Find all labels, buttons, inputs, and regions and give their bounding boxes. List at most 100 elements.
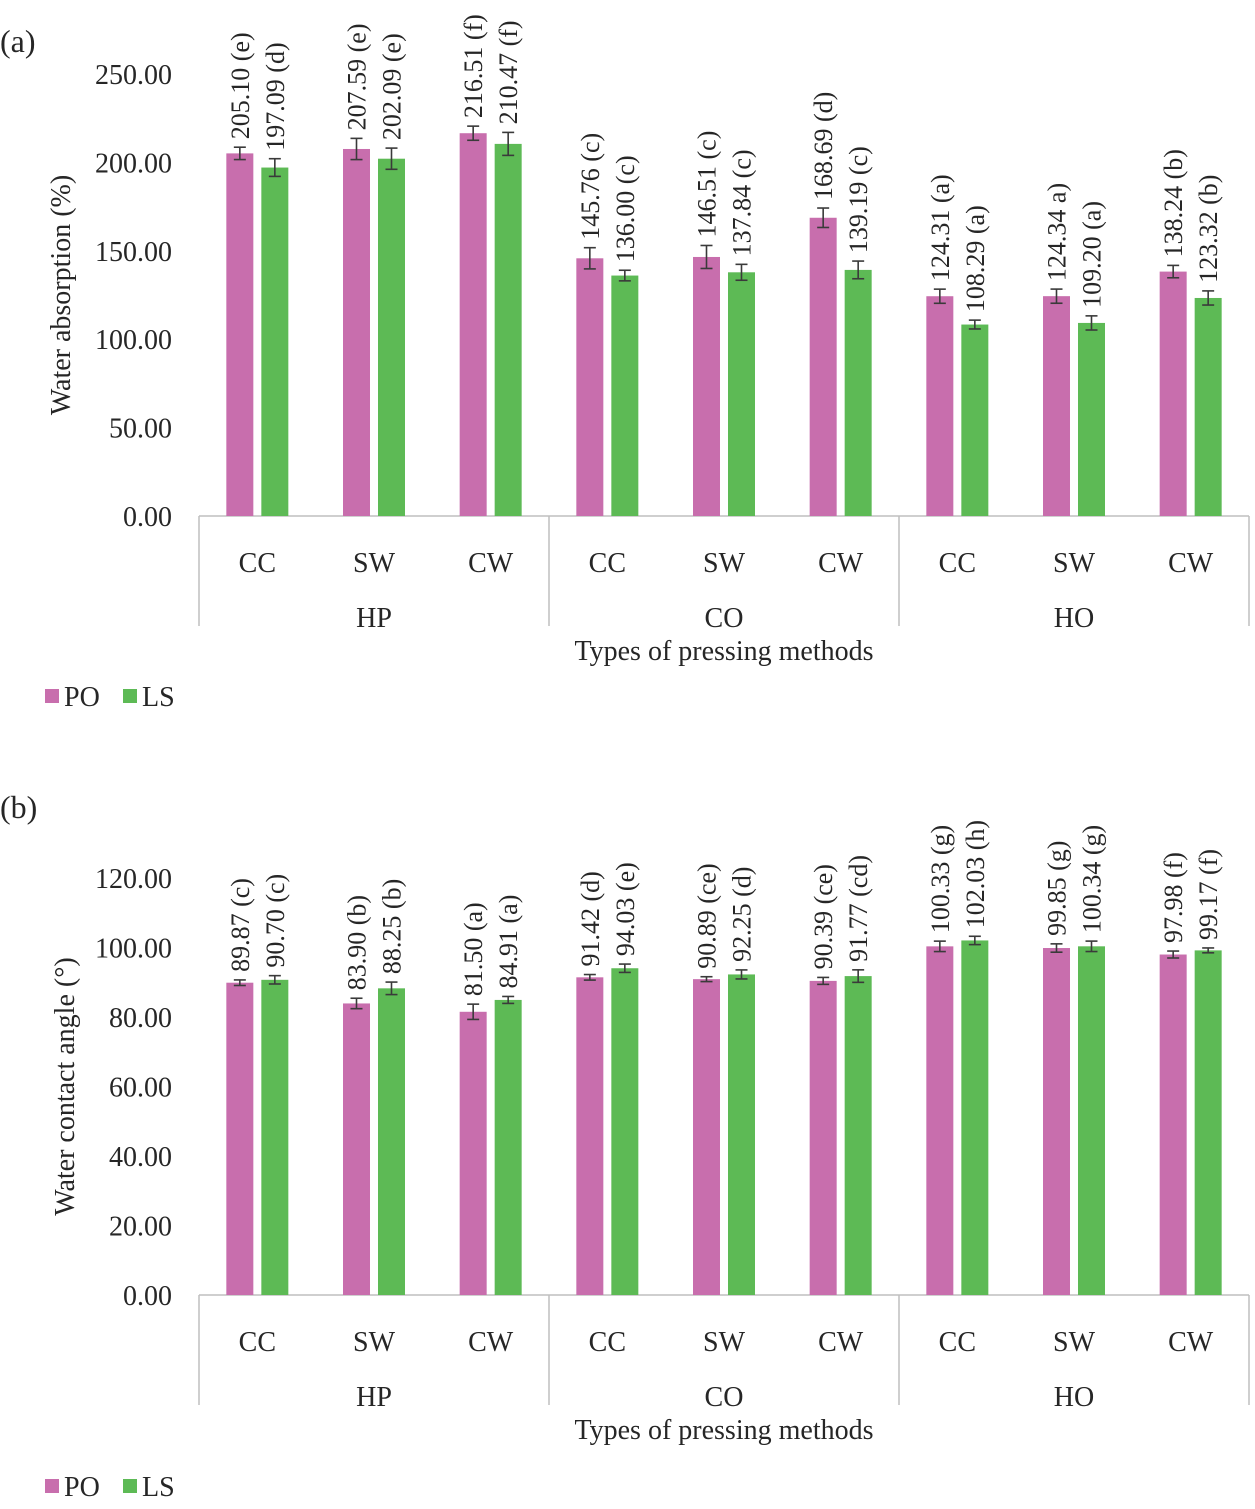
data-label: 124.31 (a) — [926, 174, 955, 281]
x-category-label: CC — [939, 548, 976, 579]
bar-po — [459, 133, 487, 516]
data-label: 124.34 a) — [1043, 183, 1072, 281]
x-group-label: HP — [356, 1382, 392, 1413]
y-tick-label: 20.00 — [109, 1212, 172, 1243]
data-label: 138.24 (b) — [1159, 149, 1188, 257]
bar-ls — [378, 158, 405, 516]
bar-ls — [1078, 946, 1105, 1295]
y-tick-label: 40.00 — [109, 1142, 172, 1173]
data-label: 94.03 (e) — [611, 862, 640, 956]
data-label: 90.39 (ce) — [809, 864, 838, 969]
bar-ls — [728, 974, 755, 1295]
data-label: 146.51 (c) — [693, 131, 722, 238]
y-axis-title: Water absorption (%) — [46, 175, 77, 415]
y-tick-label: 250.00 — [95, 60, 172, 91]
chart-panel-b: (b) 0.00 20.00 40.00 60.00 80.00 100.00 120.00 W… — [0, 789, 1250, 1503]
data-label: 123.32 (b) — [1194, 175, 1223, 283]
bar-po — [809, 217, 837, 516]
data-label: 90.70 (c) — [261, 874, 290, 968]
chart-panel-a: (a) 0.00 50.00 100.00 150.00 200.00 250.00 Wate… — [0, 14, 1250, 713]
bar-po — [926, 296, 954, 516]
legend: PO LS — [45, 682, 175, 713]
data-label: 91.42 (d) — [576, 871, 605, 966]
bar-po — [809, 980, 837, 1295]
bar-ls — [961, 940, 989, 1295]
bar-ls — [494, 143, 522, 516]
bar-ls — [728, 272, 755, 516]
y-tick-label: 100.00 — [95, 934, 172, 965]
y-tick-label: 50.00 — [109, 414, 172, 445]
bar-ls — [378, 988, 405, 1295]
x-category-label: CW — [1168, 548, 1214, 579]
data-label: 102.03 (h) — [961, 820, 990, 928]
data-label: 139.19 (c) — [844, 146, 873, 253]
data-label: 91.77 (cd) — [844, 855, 873, 962]
x-category-label: CW — [1168, 1327, 1214, 1358]
y-axis-title: Water contact angle (°) — [50, 957, 81, 1215]
x-group-label: HO — [1054, 603, 1094, 634]
legend-swatch-ls — [123, 689, 137, 703]
x-category-label: CC — [939, 1327, 976, 1358]
data-label: 92.25 (d) — [728, 867, 757, 962]
panel-label: (b) — [0, 789, 37, 825]
x-category-label: SW — [703, 548, 746, 579]
y-tick-label: 80.00 — [109, 1003, 172, 1034]
data-label: 100.34 (g) — [1078, 825, 1107, 933]
bar-po — [343, 148, 370, 516]
y-tick-label: 60.00 — [109, 1073, 172, 1104]
x-category-label: CC — [239, 548, 276, 579]
legend-label-ls: LS — [142, 1472, 175, 1503]
y-tick-label: 150.00 — [95, 237, 172, 268]
legend-label-po: PO — [64, 1472, 100, 1503]
bar-po — [576, 258, 604, 516]
y-tick-label: 100.00 — [95, 325, 172, 356]
x-category-label: SW — [1053, 548, 1096, 579]
bar-ls — [961, 324, 989, 516]
x-axis-title: Types of pressing methods — [574, 636, 873, 667]
x-group-label: HO — [1054, 1382, 1094, 1413]
y-tick-label: 120.00 — [95, 864, 172, 895]
x-axis-title: Types of pressing methods — [574, 1415, 873, 1446]
bar-po — [576, 977, 604, 1295]
data-label: 84.91 (a) — [494, 895, 523, 989]
data-label: 216.51 (f) — [459, 14, 488, 118]
bar-ls — [494, 999, 522, 1295]
bar-ls — [261, 979, 289, 1295]
bar-po — [693, 979, 720, 1295]
data-label: 99.85 (g) — [1043, 841, 1072, 936]
bar-po — [1043, 948, 1070, 1295]
bar-ls — [611, 968, 639, 1295]
y-tick-label: 200.00 — [95, 148, 172, 179]
panel-label: (a) — [0, 23, 36, 59]
data-label: 81.50 (a) — [459, 902, 488, 996]
data-label: 136.00 (c) — [611, 155, 640, 262]
bar-po — [343, 1003, 370, 1295]
y-tick-label: 0.00 — [123, 1281, 172, 1312]
x-category-label: CC — [589, 1327, 626, 1358]
legend: PO LS — [45, 1472, 175, 1503]
data-label: 90.89 (ce) — [693, 863, 722, 968]
data-label: 207.59 (e) — [343, 24, 372, 131]
data-label: 205.10 (e) — [226, 32, 255, 139]
x-category-label: SW — [703, 1327, 746, 1358]
x-category-label: CW — [468, 1327, 514, 1358]
y-tick-label: 0.00 — [123, 502, 172, 533]
legend-swatch-po — [45, 1479, 59, 1493]
x-group-label: CO — [705, 1382, 744, 1413]
data-label: 197.09 (d) — [261, 42, 290, 150]
bar-po — [226, 982, 254, 1295]
data-label: 99.17 (f) — [1194, 849, 1223, 940]
bar-ls — [1194, 297, 1222, 516]
bar-po — [1159, 954, 1187, 1295]
data-label: 97.98 (f) — [1159, 852, 1188, 943]
legend-swatch-ls — [123, 1479, 137, 1493]
bar-po — [926, 946, 954, 1295]
legend-label-ls: LS — [142, 682, 175, 713]
data-label: 202.09 (e) — [378, 33, 407, 140]
bar-po — [226, 153, 254, 517]
data-label: 83.90 (b) — [343, 895, 372, 990]
bar-po — [459, 1011, 487, 1295]
x-category-label: CW — [468, 548, 514, 579]
data-label: 137.84 (c) — [728, 149, 757, 256]
